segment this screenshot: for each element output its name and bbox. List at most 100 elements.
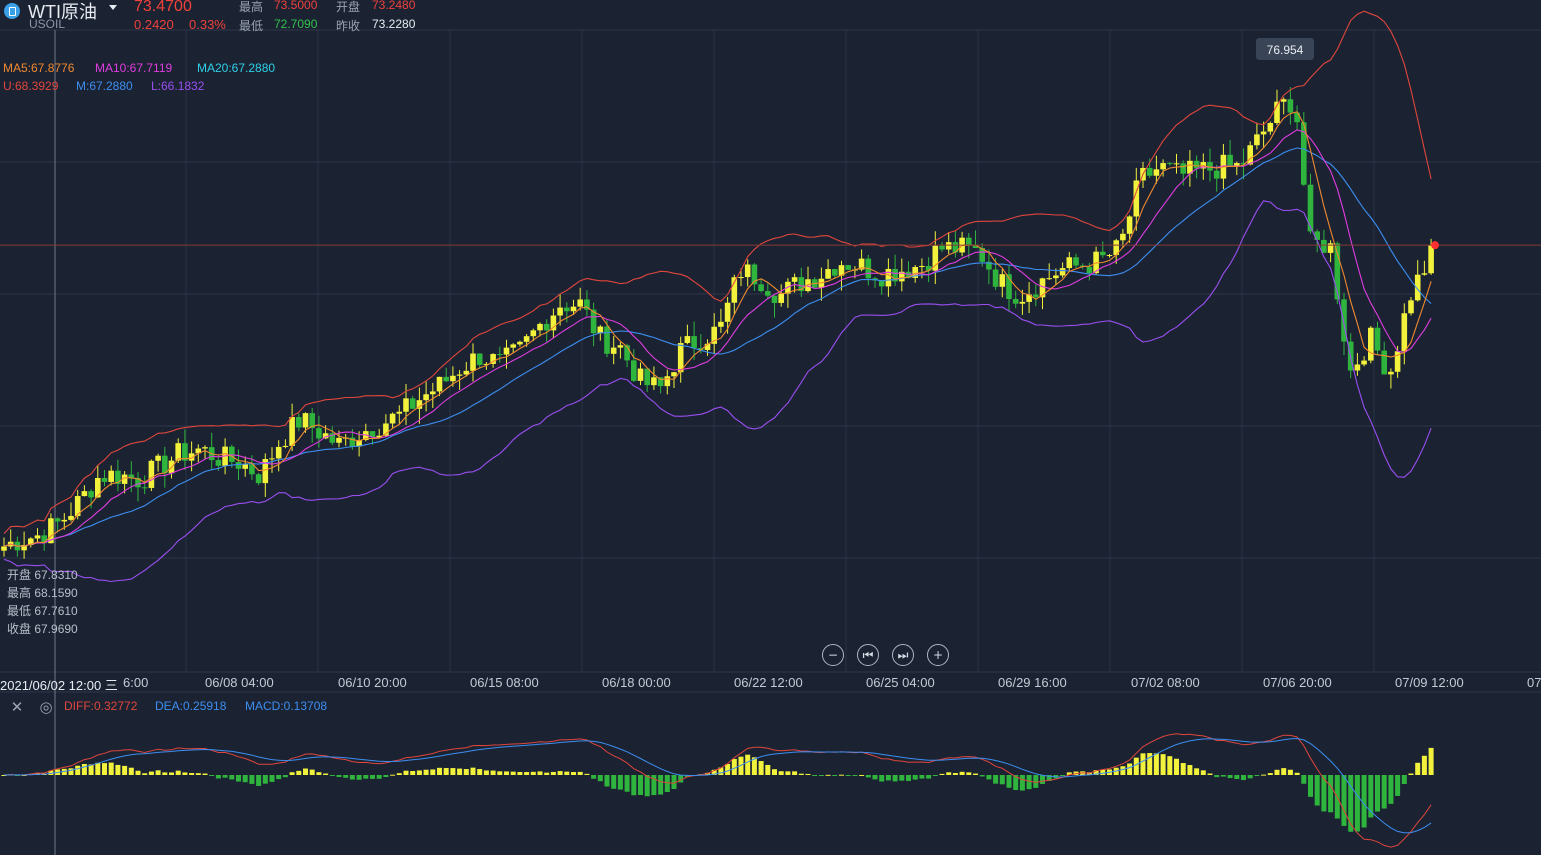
candle-body [1180,163,1186,174]
candle-body [1274,101,1280,124]
macd-bar [1147,753,1153,775]
candle-body [470,353,476,371]
macd-bar [792,771,798,775]
macd-bar [296,770,302,775]
candle-body [128,474,135,478]
macd-bar [1294,772,1300,775]
macd-bar [169,772,174,775]
candle-body [912,266,918,278]
macd-bar [611,775,617,789]
macd-bar [303,768,308,775]
macd-bar [544,772,550,775]
candle-body [1039,278,1046,298]
candle-body [992,269,999,287]
macd-bar [363,775,369,779]
boll-lower-line [3,200,1432,583]
candle-body [999,274,1006,287]
macd-bar [725,763,731,775]
macd-bar [269,775,275,782]
candle-body [403,398,409,412]
candle-body [1086,266,1093,274]
candle-body [188,453,195,461]
macd-bar [1267,773,1273,775]
peak-label: 76.954 [1267,43,1304,57]
chevron-down-icon[interactable] [109,5,117,10]
candle-body [624,345,630,361]
candle-body [68,515,74,520]
macd-bar [758,761,764,775]
macd-bar [557,771,563,775]
macd-bar [986,775,992,780]
macd-bar [892,775,898,782]
candle-body [48,518,54,544]
macd-bar [309,769,315,775]
candle-body [570,306,577,312]
macd-bar [1120,766,1126,775]
macd-bar [1194,768,1200,775]
symbol-logo-icon [4,3,20,19]
close-icon[interactable]: ✕ [10,698,24,716]
candle-body [369,431,376,438]
candle-body [1012,299,1019,304]
high-value: 73.5000 [274,0,318,12]
skip-forward-icon: ⏭ [897,648,909,662]
candle-body [1006,274,1012,300]
settings-icon[interactable]: ◎ [39,698,53,716]
candle-body [1207,162,1213,171]
macd-bar [1361,775,1367,828]
candle-body [148,460,155,488]
macd-bar [202,773,208,775]
candle-body [1066,257,1073,269]
macd-bar [638,775,643,795]
candle-body [510,344,516,348]
scroll-start-button[interactable]: ⏮ [857,644,879,666]
macd-bar [195,773,201,775]
candle-body [61,519,68,522]
candle-body [584,299,590,310]
candle-body [1361,360,1367,365]
cursor-time-label: 2021/06/02 12:00 三 [0,678,118,693]
candle-body [28,538,34,546]
macd-bar [1227,775,1233,779]
x-tick-label: 06/22 12:00 [734,675,803,690]
price-change: 0.2420 [134,17,174,32]
macd-bar [102,763,107,775]
macd-bar [1328,775,1334,813]
candle-body [1394,351,1401,372]
macd-bar [88,764,94,775]
candle-body [1374,327,1381,351]
macd-bar [1421,755,1427,775]
candle-body [557,307,563,316]
boll-lower-legend: L:66.1832 [151,79,205,93]
macd-bar [1428,747,1434,775]
candle-body [436,376,443,392]
zoom-out-button[interactable]: − [822,644,844,666]
macd-bar [95,762,101,775]
candle-body [450,375,456,382]
ma5-legend: MA5:67.8776 [3,61,75,75]
candle-body [1146,167,1153,176]
macd-bar [457,768,463,775]
candle-body [242,464,248,469]
candle-body [939,245,945,250]
macd-bar [1287,769,1293,775]
macd-bar [155,770,161,775]
candle-body [483,363,490,365]
candle-body [698,347,704,351]
candle-body [162,455,168,474]
candle-body [758,284,764,292]
macd-bar [1274,769,1280,775]
scroll-end-button[interactable]: ⏭ [892,644,914,666]
candle-body [617,345,624,348]
low-value: 72.7090 [274,17,318,31]
macd-bar [370,775,375,779]
macd-bar [463,769,469,775]
macd-bar [68,768,74,775]
symbol-title[interactable]: WTI原油 [28,2,97,22]
macd-bar [919,775,925,779]
macd-bar [108,762,114,775]
macd-bar [926,775,932,779]
zoom-in-button[interactable]: + [927,644,949,666]
